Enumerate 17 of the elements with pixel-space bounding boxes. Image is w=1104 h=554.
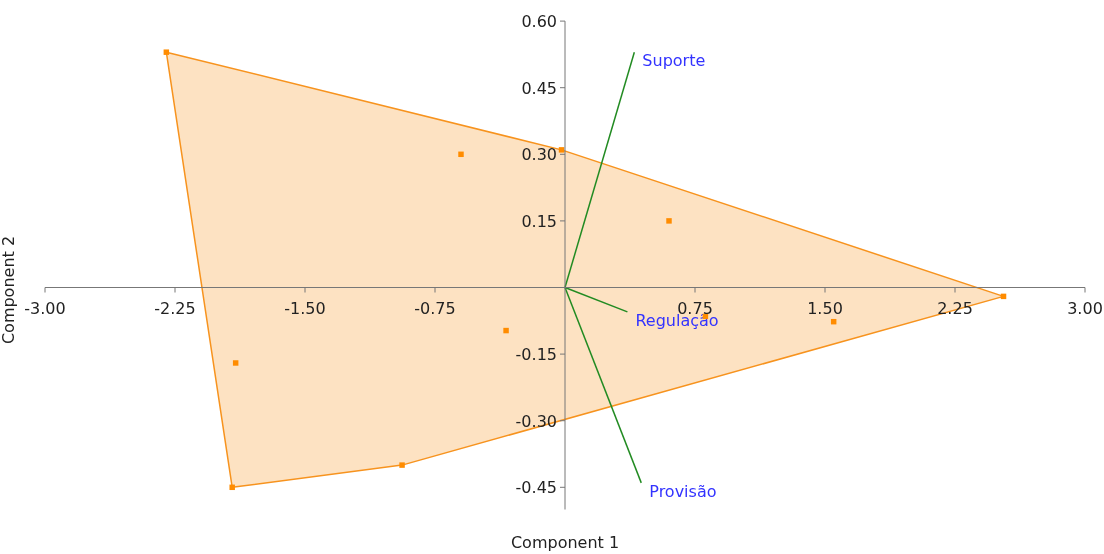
x-tick-label: 1.50 bbox=[807, 298, 843, 318]
x-tick-label: 3.00 bbox=[1067, 298, 1103, 318]
y-tick-label: 0.15 bbox=[521, 211, 557, 231]
y-tick-label: 0.60 bbox=[521, 12, 557, 32]
y-tick-label: -0.15 bbox=[515, 345, 557, 365]
x-tick-label: -3.00 bbox=[24, 298, 66, 318]
x-tick-label: -2.25 bbox=[154, 298, 196, 318]
y-axis-title: Component 2 bbox=[0, 235, 18, 345]
y-tick-label: 0.30 bbox=[521, 145, 557, 165]
x-tick-label: -1.50 bbox=[284, 298, 326, 318]
series-label: Suporte bbox=[642, 51, 706, 71]
series-label: Provisão bbox=[649, 481, 717, 501]
y-tick-label: -0.30 bbox=[515, 411, 557, 431]
x-tick-label: -0.75 bbox=[414, 298, 456, 318]
y-tick-label: -0.45 bbox=[515, 478, 557, 498]
y-tick-label: 0.45 bbox=[521, 78, 557, 98]
x-axis-title: Component 1 bbox=[510, 533, 620, 552]
